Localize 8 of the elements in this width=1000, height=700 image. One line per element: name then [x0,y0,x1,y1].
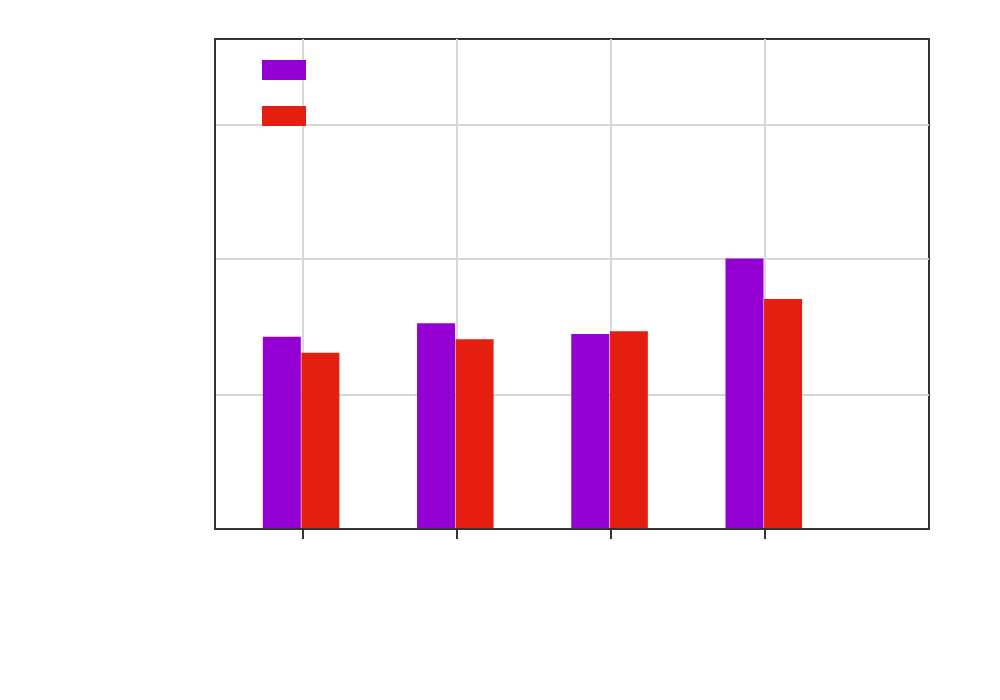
bar [262,336,301,528]
bar [455,339,494,528]
bar [571,333,610,528]
bar [725,258,764,528]
bar [609,331,648,528]
bar [417,323,456,528]
bar [301,352,340,528]
bar [764,298,803,528]
